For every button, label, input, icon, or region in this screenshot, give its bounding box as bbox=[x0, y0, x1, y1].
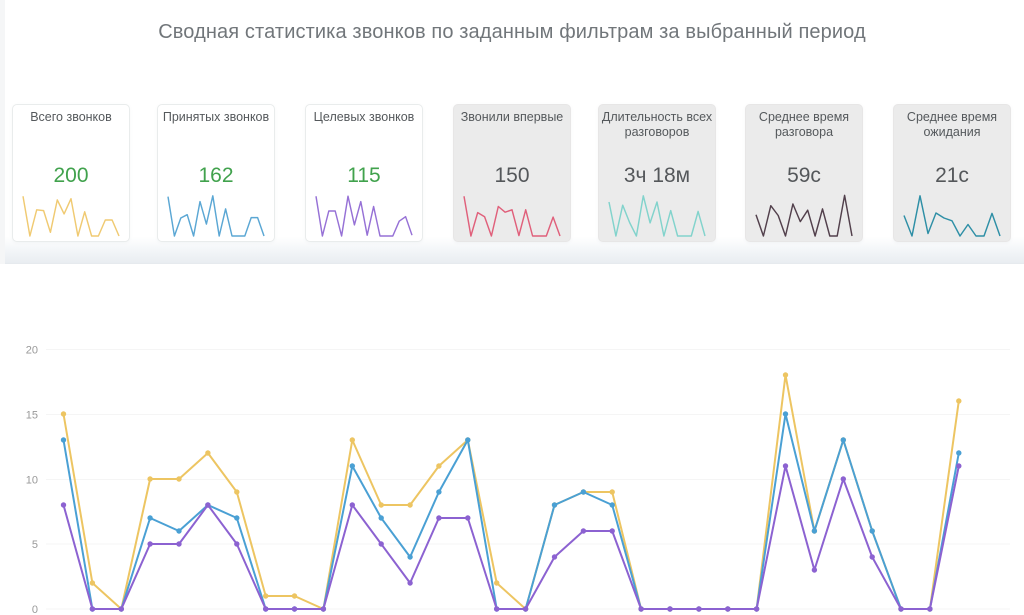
svg-text:15: 15 bbox=[26, 410, 38, 422]
svg-text:0: 0 bbox=[32, 604, 38, 615]
svg-text:10: 10 bbox=[26, 475, 38, 487]
svg-text:20: 20 bbox=[26, 345, 38, 357]
svg-text:5: 5 bbox=[32, 539, 38, 551]
